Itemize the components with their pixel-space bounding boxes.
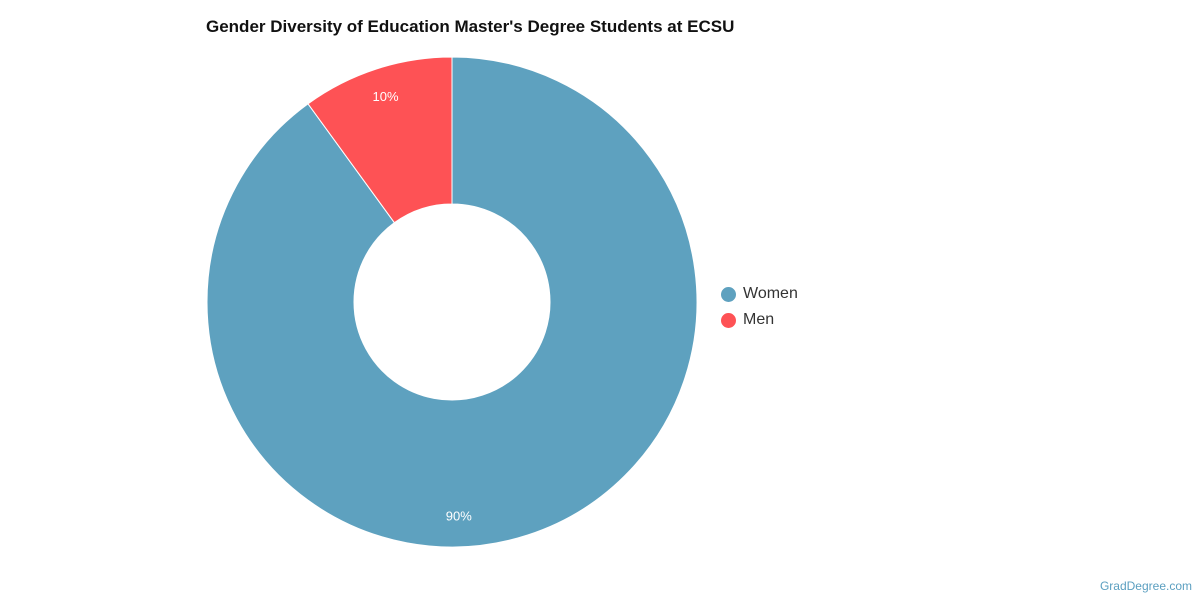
legend-item-women[interactable]: Women [721, 281, 798, 307]
slice-women[interactable] [206, 56, 698, 548]
legend: Women Men [721, 281, 798, 333]
legend-swatch-men [721, 312, 736, 328]
slice-men[interactable] [307, 56, 453, 224]
legend-item-men[interactable]: Men [721, 307, 798, 333]
source-credit[interactable]: GradDegree.com [1099, 579, 1192, 593]
legend-label-women: Women [743, 285, 798, 302]
data-label-men: 10% [373, 89, 399, 104]
chart-title: Gender Diversity of Education Master's D… [206, 17, 735, 36]
data-label-women: 90% [446, 508, 472, 523]
legend-label-men: Men [743, 311, 775, 328]
legend-swatch-women [721, 286, 736, 302]
